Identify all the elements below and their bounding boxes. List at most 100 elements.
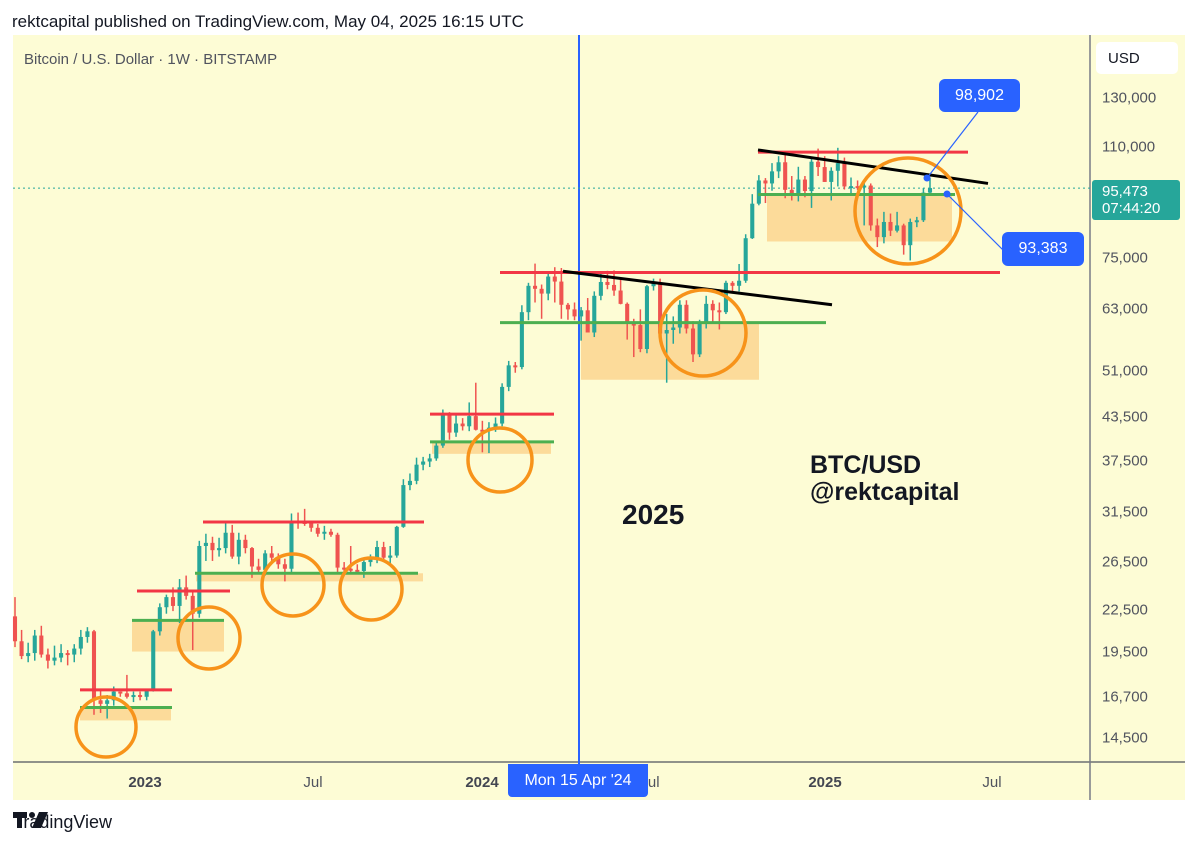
candle-down[interactable] (335, 534, 340, 568)
candle-up[interactable] (651, 283, 656, 287)
candle-up[interactable] (697, 323, 702, 355)
candle-up[interactable] (421, 461, 426, 465)
candle-down[interactable] (789, 189, 794, 195)
candle-up[interactable] (322, 531, 327, 534)
candle-down[interactable] (19, 641, 24, 657)
candle-down[interactable] (783, 162, 788, 190)
candle-down[interactable] (45, 654, 50, 661)
candle-up[interactable] (105, 700, 110, 704)
highlight-circle[interactable] (260, 552, 326, 618)
candle-down[interactable] (552, 276, 557, 282)
highlight-circle[interactable] (466, 426, 534, 494)
candle-up[interactable] (835, 163, 840, 171)
callout-anchor-upper[interactable] (923, 174, 931, 182)
highlight-circle[interactable] (176, 605, 242, 671)
price-callout-upper[interactable]: 98,902 (939, 79, 1020, 112)
candle-down[interactable] (802, 179, 807, 192)
candle-down[interactable] (124, 693, 129, 697)
candle-up[interactable] (737, 280, 742, 286)
candle-up[interactable] (85, 631, 90, 637)
candle-down[interactable] (888, 221, 893, 231)
candle-up[interactable] (796, 179, 801, 195)
candle-up[interactable] (881, 221, 886, 238)
candle-down[interactable] (65, 653, 70, 656)
candle-down[interactable] (315, 527, 320, 534)
symbol-legend[interactable]: Bitcoin / U.S. Dollar · 1W · BITSTAMP (24, 51, 278, 68)
candle-down[interactable] (243, 539, 248, 549)
candle-down[interactable] (118, 691, 123, 694)
candle-down[interactable] (447, 414, 452, 433)
candle-up[interactable] (506, 365, 511, 387)
candle-up[interactable] (704, 303, 709, 324)
candle-down[interactable] (328, 531, 334, 535)
candle-down[interactable] (276, 557, 281, 565)
candle-down[interactable] (565, 304, 570, 310)
candle-down[interactable] (460, 423, 465, 427)
candle-up[interactable] (862, 185, 867, 188)
candle-up[interactable] (914, 220, 919, 223)
candle-up[interactable] (32, 635, 37, 654)
candle-down[interactable] (98, 700, 103, 704)
candle-up[interactable] (151, 631, 156, 690)
tradingview-logo[interactable]: TradingView (13, 812, 112, 833)
candle-up[interactable] (526, 285, 531, 313)
candle-up[interactable] (72, 648, 77, 655)
candle-up[interactable] (177, 587, 182, 606)
candle-down[interactable] (816, 161, 821, 168)
candle-up[interactable] (677, 304, 682, 328)
candle-up[interactable] (203, 542, 208, 546)
callout-anchor-lower[interactable] (943, 190, 951, 198)
demand-zone[interactable] (80, 707, 171, 721)
candle-up[interactable] (401, 485, 406, 527)
candle-up[interactable] (427, 458, 432, 462)
candle-up[interactable] (394, 526, 399, 556)
candle-up[interactable] (908, 221, 913, 246)
candle-down[interactable] (717, 310, 722, 313)
candle-down[interactable] (842, 163, 847, 187)
highlight-circle[interactable] (658, 288, 748, 378)
chart-area[interactable] (13, 35, 1185, 800)
candle-down[interactable] (355, 569, 360, 572)
candle-up[interactable] (375, 547, 380, 559)
candle-down[interactable] (282, 564, 287, 569)
candle-up[interactable] (644, 286, 649, 349)
candle-down[interactable] (611, 284, 617, 291)
candle-up[interactable] (434, 445, 439, 459)
candle-down[interactable] (638, 325, 643, 349)
candle-down[interactable] (539, 288, 544, 294)
candle-down[interactable] (901, 225, 906, 246)
candle-down[interactable] (480, 429, 485, 432)
candle-down[interactable] (868, 185, 873, 226)
candle-down[interactable] (532, 285, 538, 289)
candle-down[interactable] (605, 281, 610, 285)
candle-up[interactable] (664, 329, 669, 334)
candle-down[interactable] (822, 167, 827, 182)
candle-down[interactable] (684, 304, 689, 329)
candle-up[interactable] (78, 636, 83, 649)
candle-up[interactable] (289, 521, 294, 569)
price-callout-lower[interactable]: 93,383 (1002, 232, 1084, 266)
candle-up[interactable] (776, 162, 781, 172)
candle-down[interactable] (473, 416, 478, 430)
candle-up[interactable] (164, 597, 169, 608)
candle-up[interactable] (144, 689, 149, 697)
candle-up[interactable] (809, 161, 814, 192)
candle-down[interactable] (230, 532, 235, 557)
candle-up[interactable] (500, 386, 505, 424)
candle-up[interactable] (131, 695, 136, 698)
candle-down[interactable] (190, 595, 195, 614)
candle-down[interactable] (625, 303, 630, 324)
candle-up[interactable] (493, 423, 498, 428)
highlight-circle[interactable] (338, 556, 404, 622)
candle-down[interactable] (690, 328, 696, 355)
candle-down[interactable] (269, 553, 274, 558)
candle-up[interactable] (414, 464, 419, 481)
candle-up[interactable] (921, 192, 926, 221)
candle-up[interactable] (750, 203, 755, 239)
candle-down[interactable] (710, 303, 715, 311)
currency-button[interactable]: USD (1096, 42, 1178, 74)
candle-down[interactable] (658, 283, 663, 334)
trend-line[interactable] (562, 269, 833, 307)
candle-up[interactable] (368, 558, 373, 563)
candle-up[interactable] (236, 539, 241, 557)
